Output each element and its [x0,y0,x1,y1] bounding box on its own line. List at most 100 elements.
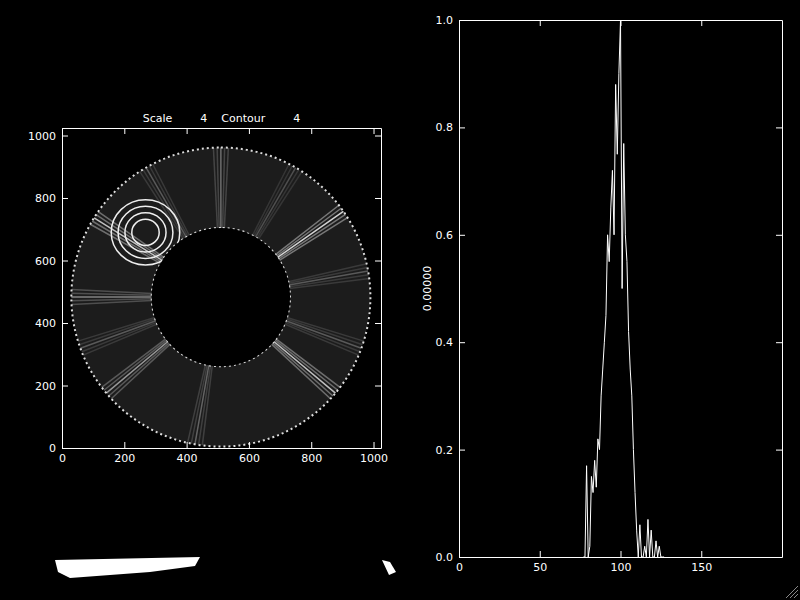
tick-mark [249,128,250,134]
tick-mark [374,128,375,134]
tick-label: 0 [456,561,463,574]
tick-label: 0 [49,442,56,455]
tick-mark [374,442,375,448]
tick: 600 [239,442,260,465]
tick-label: 1000 [28,130,56,143]
tick [249,128,250,134]
image-plot: Scale 4 Contour 402004006008001000020040… [28,112,388,465]
chart-root: Scale 4 Contour 402004006008001000020040… [0,0,800,600]
corona-ring [71,148,370,447]
streamer [80,321,156,348]
tick [187,128,188,134]
tick-label: 0.0 [436,551,454,564]
streamer [254,166,292,237]
tick-mark [701,20,702,26]
tick: 150 [691,551,712,574]
streamer [286,321,362,348]
axis-line [63,448,382,449]
tick: 1000 [28,130,68,143]
tick-mark [311,442,312,448]
tick-mark [459,557,465,558]
streamer [289,278,369,288]
tick-label: 1000 [360,452,388,465]
streamer [111,344,170,399]
tick-label: 50 [533,561,547,574]
image-fragment [382,560,396,575]
streamer [71,296,151,298]
tick: 1.0 [436,14,466,27]
x-axis-top [460,20,783,26]
streamer [278,211,344,257]
tick-mark [62,198,68,199]
tick-mark [62,136,68,137]
occulter [152,228,290,366]
tick [375,136,381,137]
streamer [258,171,302,239]
tick-mark [311,128,312,134]
tick [375,323,381,324]
tick-label: 0.6 [436,229,454,242]
tick-mark [124,128,125,134]
tick-label: 200 [114,452,135,465]
tick-label: 400 [177,452,198,465]
streamer [274,342,336,394]
tick [375,261,381,262]
streamer [71,299,151,301]
streamer [191,365,207,444]
tick [776,557,782,558]
tick-label: 400 [35,317,56,330]
tick-mark [701,551,702,557]
tick: 400 [35,317,68,330]
tick: 800 [301,442,322,465]
streamer [285,322,360,351]
tick-mark [776,557,782,558]
streamer [94,218,162,261]
tick [776,20,782,21]
streamer [104,340,167,390]
streamer [255,168,295,238]
tick-label: 200 [35,380,56,393]
tick-mark [621,20,622,26]
tick-mark [375,261,381,262]
streamer [272,344,331,399]
tick-label: 600 [35,255,56,268]
profile-plot: 0.000000501001500.00.20.40.60.81.0 [421,14,783,574]
streamer [279,214,346,258]
tick-mark [375,136,381,137]
axis-line [62,129,63,449]
tick-label: 800 [35,192,56,205]
tick-mark [375,198,381,199]
tick-mark [459,20,465,21]
cme-loop [118,206,173,258]
tick-mark [776,342,782,343]
plot-area [71,148,370,447]
tick-mark [459,342,465,343]
tick-label: 0 [59,452,66,465]
tick-label: 600 [239,452,260,465]
axis-line [381,129,382,449]
plot-area [583,20,664,557]
resize-handle [786,586,798,598]
image-fragment [55,557,200,578]
tick: 0 [49,442,68,455]
tick: 50 [533,551,547,574]
tick-mark [540,551,541,557]
tick: 400 [177,442,198,465]
tick: 0.2 [436,444,466,457]
y-axis-right [776,21,783,558]
tick-label: 100 [611,561,632,574]
tick-mark [776,235,782,236]
tick-mark [776,20,782,21]
axis-line [459,21,460,558]
tick [124,128,125,134]
tick-mark [459,235,465,236]
streamer [102,339,166,388]
tick-mark [187,442,188,448]
x-axis: 0 50 100 150 [456,551,783,574]
y-axis-title: 0.00000 [421,266,434,312]
tick: 0.6 [436,229,466,242]
streamer [96,215,163,259]
tick: 1000 [360,442,388,465]
tick [701,20,702,26]
tick [375,448,381,449]
